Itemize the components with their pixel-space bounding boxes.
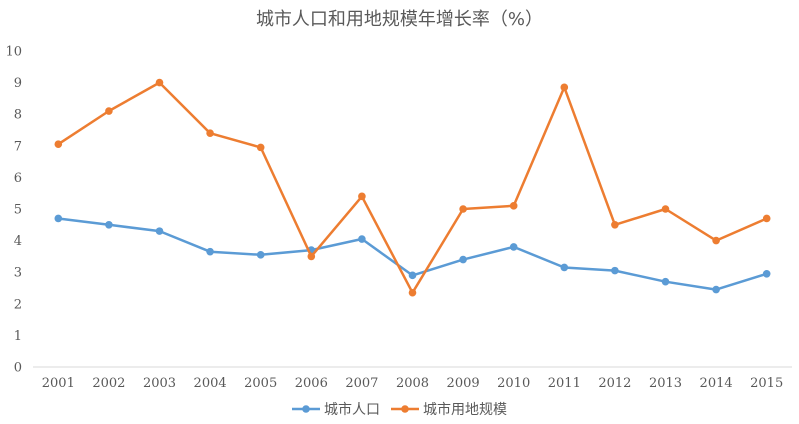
legend-swatch-marker — [302, 405, 310, 413]
y-tick-label: 7 — [14, 139, 22, 154]
y-tick-label: 10 — [5, 45, 22, 60]
data-point — [105, 107, 113, 115]
legend-label: 城市用地规模 — [423, 401, 507, 418]
data-point — [712, 236, 720, 245]
data-point — [611, 266, 619, 275]
y-tick-label: 8 — [14, 108, 22, 123]
data-point — [762, 214, 771, 223]
x-tick-label: 2006 — [295, 376, 328, 391]
x-tick-label: 2009 — [447, 376, 480, 391]
x-tick-label: 2015 — [750, 376, 783, 391]
y-tick-label: 4 — [14, 234, 22, 249]
data-point — [661, 277, 670, 286]
x-tick-label: 2013 — [649, 376, 682, 391]
data-point — [54, 140, 63, 149]
data-point — [206, 247, 214, 256]
y-tick-label: 9 — [14, 76, 22, 91]
data-point — [408, 288, 417, 297]
legend-item: 城市人口 — [292, 401, 380, 418]
y-tick-label: 3 — [14, 266, 22, 281]
data-point — [661, 205, 670, 213]
legend: 城市人口 城市用地规模 — [292, 401, 507, 418]
data-point — [358, 192, 366, 201]
data-point — [509, 243, 518, 251]
y-tick-label: 5 — [14, 203, 22, 218]
x-tick-label: 2012 — [598, 376, 631, 391]
data-point — [155, 78, 164, 87]
y-tick-label: 6 — [14, 171, 22, 186]
data-point — [105, 221, 113, 229]
x-tick-label: 2014 — [700, 376, 733, 391]
data-point — [509, 202, 518, 210]
x-tick-label: 2005 — [244, 376, 277, 391]
data-point — [155, 227, 164, 235]
data-point — [762, 269, 771, 278]
x-tick-label: 2007 — [345, 376, 378, 391]
data-point — [459, 205, 467, 213]
data-point — [307, 252, 316, 261]
data-point — [611, 221, 619, 229]
data-point — [54, 214, 63, 223]
series-layer — [54, 78, 771, 297]
y-tick-label: 2 — [14, 297, 22, 312]
data-point — [560, 83, 569, 92]
data-point — [256, 143, 265, 152]
data-point — [358, 235, 366, 243]
data-point — [206, 129, 214, 137]
x-tick-label: 2003 — [143, 376, 176, 391]
x-tick-label: 2008 — [396, 376, 429, 391]
series-line — [57, 81, 768, 294]
chart-title: 城市人口和用地规模年增长率（%） — [256, 9, 543, 30]
x-tick-label: 2004 — [194, 376, 227, 391]
data-point — [256, 251, 265, 259]
x-axis-ticks: 2001 2002 2003 2004 2005 2006 2007 2008 2009 2010… — [42, 376, 783, 391]
y-tick-label: 1 — [14, 329, 22, 344]
legend-label: 城市人口 — [324, 401, 380, 418]
series-2 — [54, 78, 771, 297]
data-point — [712, 285, 720, 294]
x-tick-label: 2010 — [497, 376, 530, 391]
y-axis-ticks: 0 1 2 3 4 5 6 7 8 9 10 — [5, 45, 22, 376]
legend-swatch-marker — [401, 405, 409, 413]
legend-item: 城市用地规模 — [391, 401, 507, 418]
y-tick-label: 0 — [14, 361, 22, 376]
x-tick-label: 2011 — [548, 376, 581, 391]
data-point — [408, 271, 417, 280]
series-1 — [54, 214, 771, 294]
data-point — [459, 255, 467, 264]
x-tick-label: 2001 — [42, 376, 75, 391]
x-tick-label: 2002 — [92, 376, 125, 391]
data-point — [560, 263, 569, 272]
